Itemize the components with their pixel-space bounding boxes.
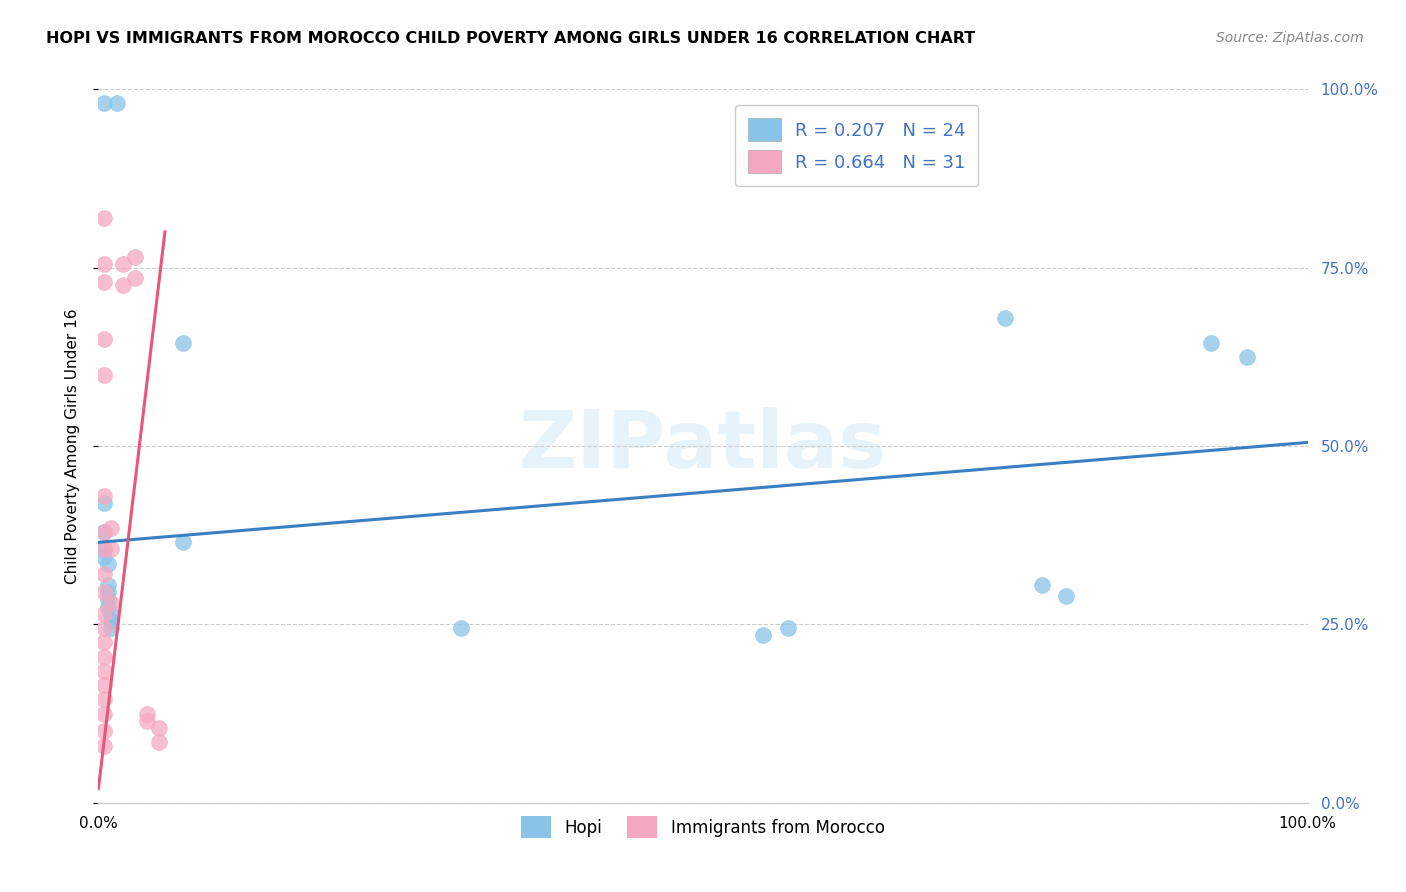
Point (93, 96, 115, 111)
Text: HOPI VS IMMIGRANTS FROM MOROCCO CHILD POVERTY AMONG GIRLS UNDER 16 CORRELATION C: HOPI VS IMMIGRANTS FROM MOROCCO CHILD PO… (46, 31, 976, 46)
Point (100, 596, 122, 610)
Point (172, 335, 194, 350)
Point (93, 664, 115, 678)
Point (1236, 350, 1258, 364)
Point (93, 524, 115, 539)
Y-axis label: Child Poverty Among Girls Under 16: Child Poverty Among Girls Under 16 (65, 309, 80, 583)
Point (135, 706, 157, 721)
Point (172, 535, 194, 549)
Text: ZIPatlas: ZIPatlas (519, 407, 887, 485)
Point (1199, 335, 1222, 350)
Point (97, 578, 120, 592)
Point (93, 739, 115, 753)
Point (100, 521, 122, 535)
Point (111, 257, 134, 271)
Point (93, 678, 115, 692)
Point (105, 96, 128, 111)
Point (93, 607, 115, 621)
Point (97, 585, 120, 599)
Text: Source: ZipAtlas.com: Source: ZipAtlas.com (1216, 31, 1364, 45)
Point (148, 721, 170, 735)
Point (100, 621, 122, 635)
Point (93, 524, 115, 539)
Point (100, 614, 122, 628)
Point (93, 567, 115, 582)
Point (93, 496, 115, 510)
Point (1054, 589, 1077, 603)
Point (776, 621, 799, 635)
Point (93, 585, 115, 599)
Point (93, 692, 115, 706)
Point (752, 628, 775, 642)
Point (450, 621, 472, 635)
Point (93, 489, 115, 503)
Legend: Hopi, Immigrants from Morocco: Hopi, Immigrants from Morocco (515, 810, 891, 845)
Point (93, 332, 115, 346)
Point (93, 542, 115, 557)
Point (994, 310, 1017, 325)
Point (93, 275, 115, 289)
Point (93, 549, 115, 564)
Point (93, 706, 115, 721)
Point (93, 542, 115, 557)
Point (111, 278, 134, 293)
Point (93, 257, 115, 271)
Point (124, 271, 146, 285)
Point (93, 724, 115, 739)
Point (100, 542, 122, 557)
Point (97, 599, 120, 614)
Point (93, 621, 115, 635)
Point (148, 735, 170, 749)
Point (93, 368, 115, 382)
Point (100, 607, 122, 621)
Point (93, 635, 115, 649)
Point (135, 714, 157, 728)
Point (93, 649, 115, 664)
Point (1031, 578, 1053, 592)
Point (124, 250, 146, 264)
Point (97, 592, 120, 607)
Point (93, 211, 115, 225)
Point (97, 557, 120, 571)
